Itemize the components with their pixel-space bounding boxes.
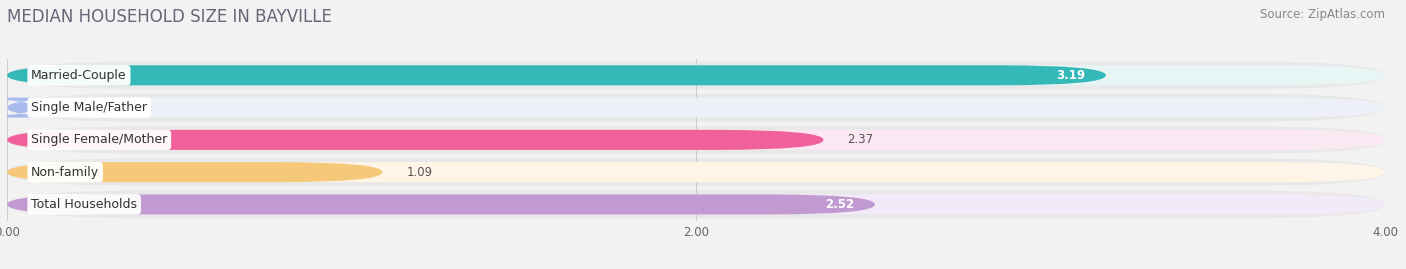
Text: Source: ZipAtlas.com: Source: ZipAtlas.com <box>1260 8 1385 21</box>
Text: 3.19: 3.19 <box>1056 69 1085 82</box>
Text: 0.00: 0.00 <box>59 101 84 114</box>
Text: Married-Couple: Married-Couple <box>31 69 127 82</box>
Text: Single Male/Father: Single Male/Father <box>31 101 148 114</box>
FancyBboxPatch shape <box>7 162 1385 182</box>
FancyBboxPatch shape <box>7 61 1385 89</box>
FancyBboxPatch shape <box>7 94 1385 122</box>
FancyBboxPatch shape <box>7 130 824 150</box>
Text: Non-family: Non-family <box>31 166 100 179</box>
FancyBboxPatch shape <box>7 98 1385 118</box>
Text: Total Households: Total Households <box>31 198 138 211</box>
Text: 1.09: 1.09 <box>406 166 433 179</box>
FancyBboxPatch shape <box>7 194 1385 214</box>
Text: Single Female/Mother: Single Female/Mother <box>31 133 167 146</box>
FancyBboxPatch shape <box>7 190 1385 218</box>
FancyBboxPatch shape <box>0 98 114 118</box>
Text: 2.37: 2.37 <box>848 133 873 146</box>
FancyBboxPatch shape <box>7 194 875 214</box>
Text: MEDIAN HOUSEHOLD SIZE IN BAYVILLE: MEDIAN HOUSEHOLD SIZE IN BAYVILLE <box>7 8 332 26</box>
FancyBboxPatch shape <box>7 162 382 182</box>
FancyBboxPatch shape <box>7 130 1385 150</box>
FancyBboxPatch shape <box>7 126 1385 154</box>
FancyBboxPatch shape <box>7 65 1385 85</box>
FancyBboxPatch shape <box>7 158 1385 186</box>
FancyBboxPatch shape <box>7 65 1107 85</box>
Text: 2.52: 2.52 <box>825 198 855 211</box>
